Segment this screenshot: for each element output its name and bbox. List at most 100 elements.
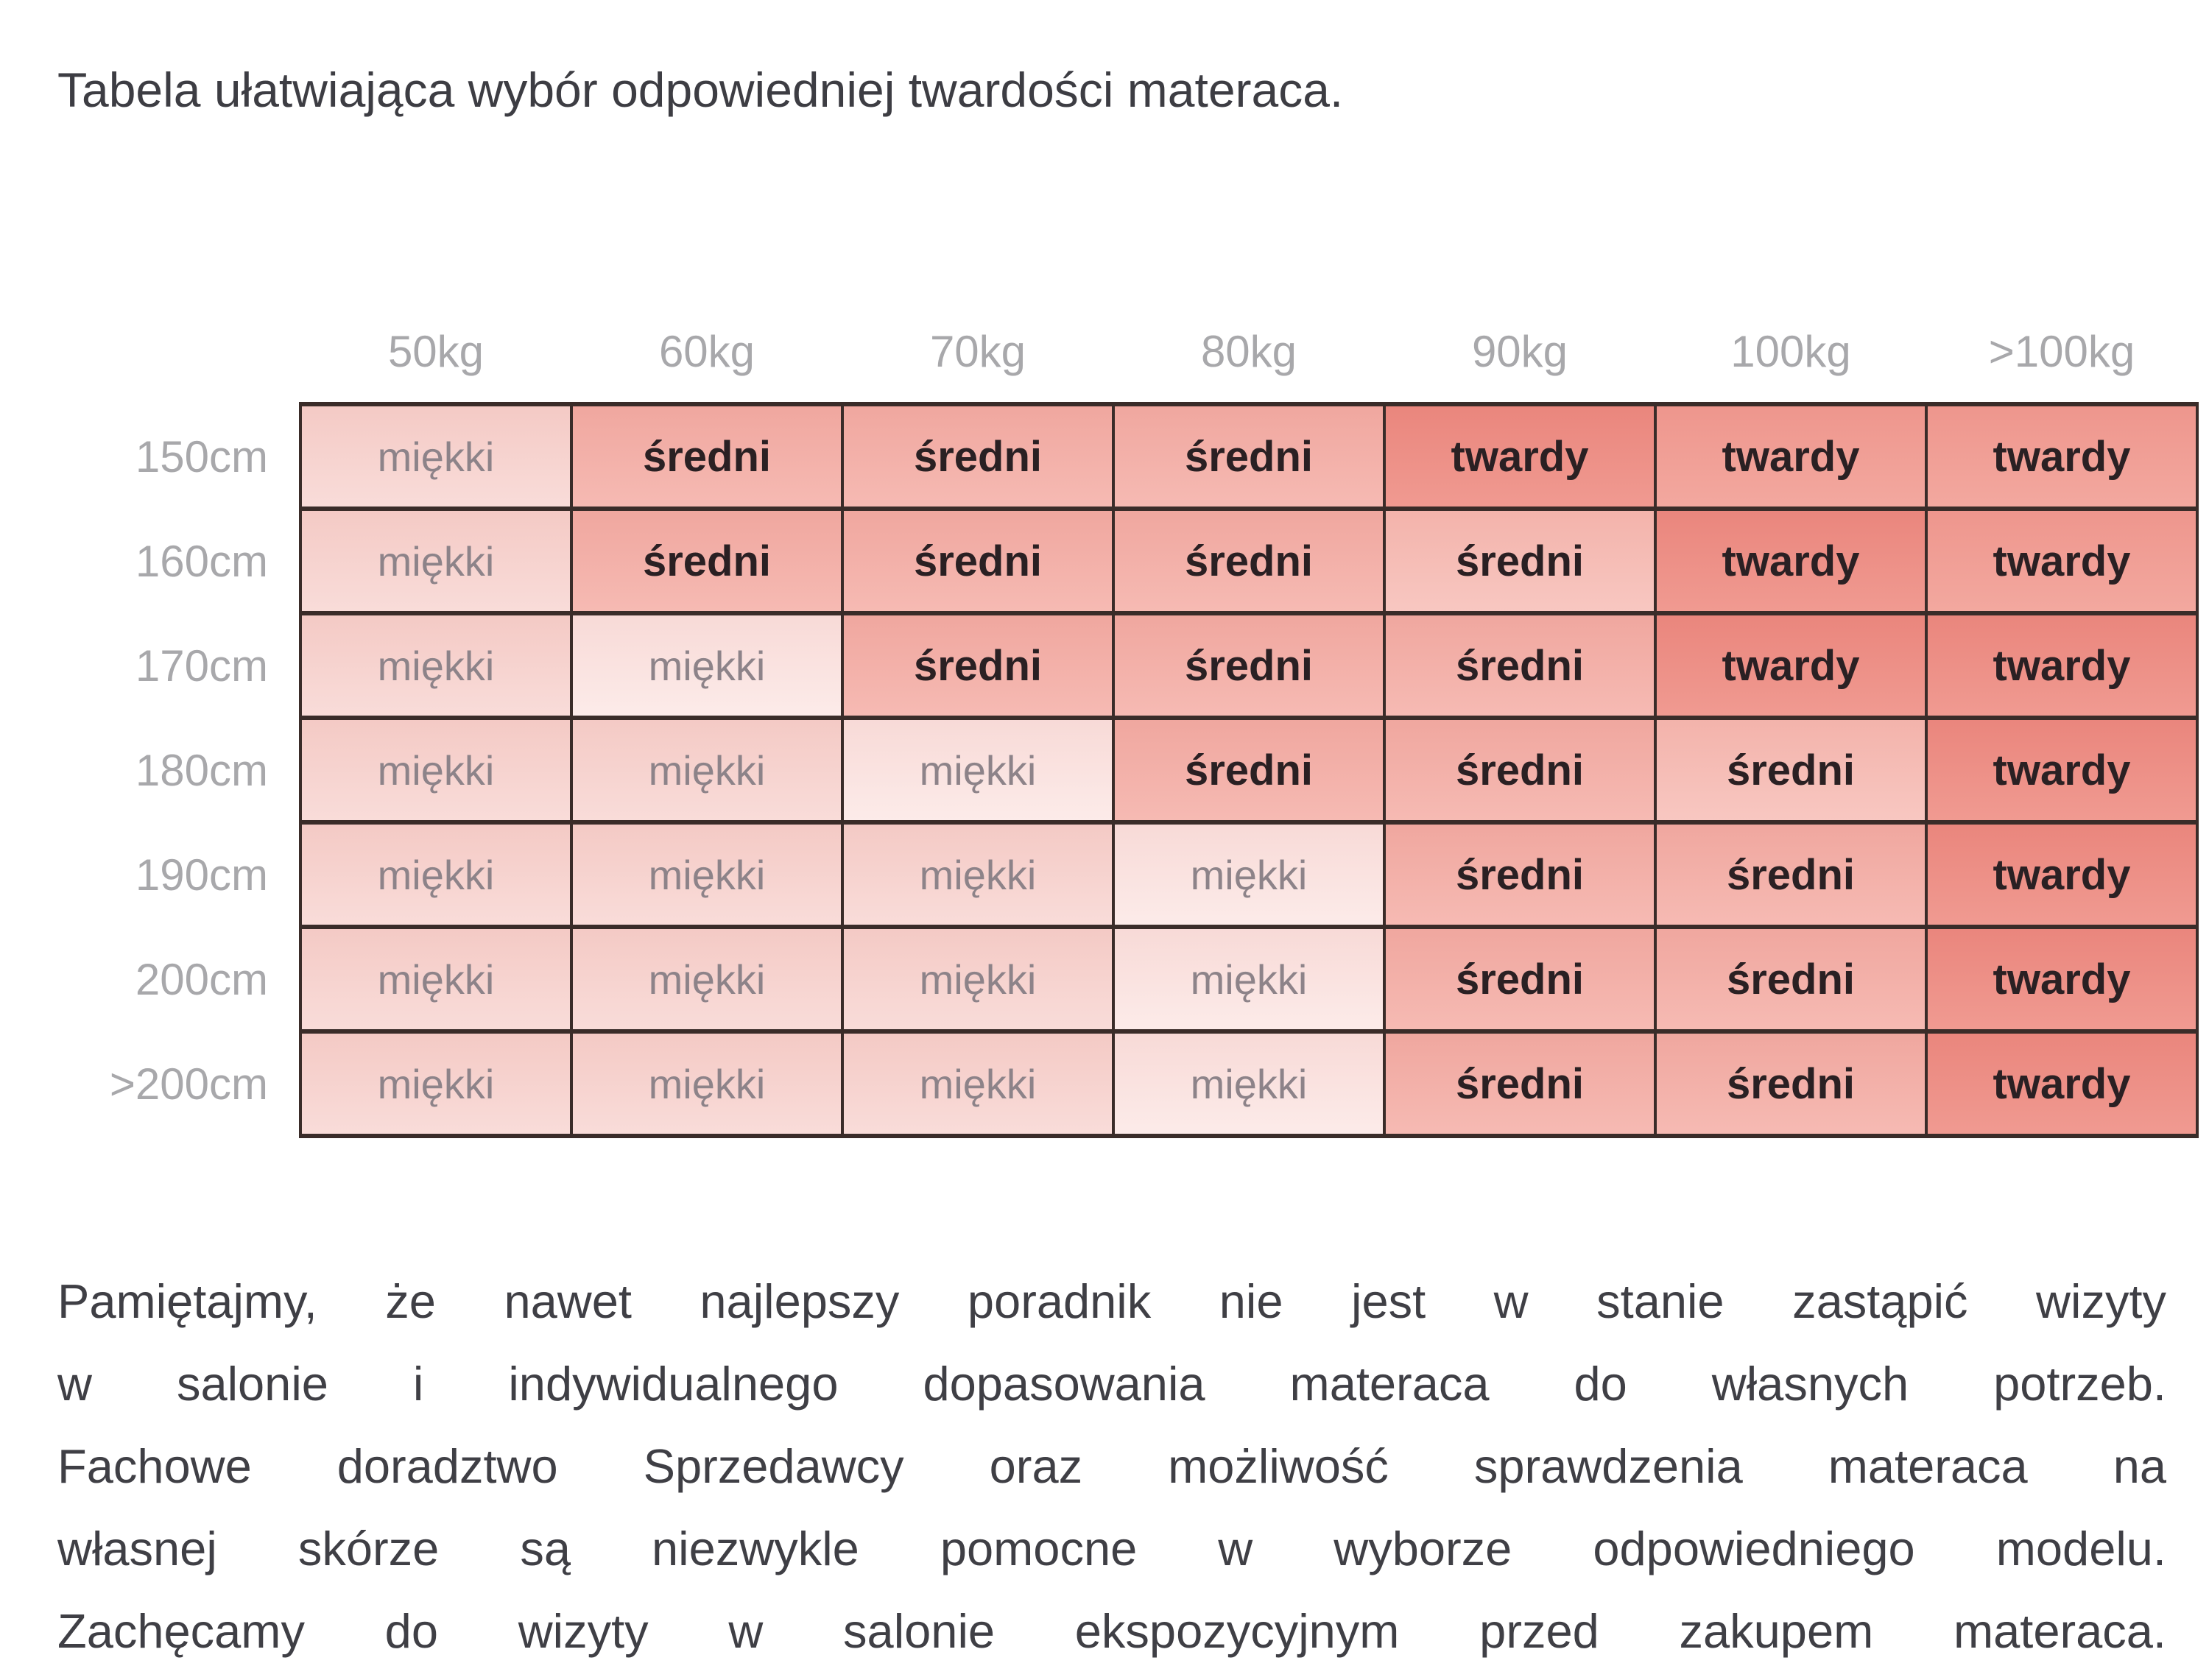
weight-header: 50kg [300,247,571,404]
firmness-cell: twardy [1654,507,1928,615]
firmness-value: średni [1455,850,1585,899]
firmness-value: twardy [1993,432,2131,481]
firmness-cell: miękki [841,925,1115,1034]
table-row: 200cm miękki miękki miękki miękki średni średn… [57,925,2199,1034]
firmness-table-body: 150cm miękki średni średni średni twardy tward… [57,402,2199,1138]
firmness-cell: twardy [1925,1029,2199,1138]
weight-header: 80kg [1113,247,1384,404]
firmness-value: miękki [377,956,495,1003]
firmness-value: miękki [1190,851,1308,898]
firmness-cell: średni [1654,716,1928,825]
table-row: 170cm miękki miękki średni średni średni tward… [57,611,2199,720]
firmness-cell: miękki [1112,925,1386,1034]
firmness-cell: średni [841,402,1115,511]
firmness-value: miękki [377,1060,495,1107]
firmness-cell: średni [1383,611,1657,720]
firmness-value: średni [1184,432,1314,481]
firmness-value: twardy [1993,1059,2131,1108]
firmness-cell: twardy [1383,402,1657,511]
firmness-cell: średni [1654,925,1928,1034]
firmness-value: średni [913,432,1043,481]
firmness-value: średni [1726,955,1856,1003]
height-row-label: >200cm [57,1031,300,1136]
firmness-value: średni [1455,641,1585,690]
firmness-cell: średni [1383,925,1657,1034]
mattress-firmness-table: 50kg 60kg 70kg 80kg 90kg 100kg >100kg 150cm mię… [57,247,2199,1138]
height-row-label: 190cm [57,822,300,927]
firmness-cell: średni [570,402,844,511]
firmness-value: miękki [919,747,1037,794]
firmness-value: miękki [648,1060,766,1107]
firmness-cell: średni [1112,402,1386,511]
height-row-label: 180cm [57,718,300,822]
firmness-cell: twardy [1925,925,2199,1034]
firmness-cell: twardy [1925,402,2199,511]
firmness-value: miękki [1190,956,1308,1003]
weight-header: 100kg [1655,247,1926,404]
page-title: Tabela ułatwiająca wybór odpowiedniej tw… [57,63,1344,117]
firmness-value: średni [1455,746,1585,794]
firmness-value: miękki [377,851,495,898]
table-row: 150cm miękki średni średni średni twardy tward… [57,402,2199,511]
firmness-value: miękki [648,642,766,689]
firmness-cell: miękki [570,611,844,720]
firmness-cell: średni [841,507,1115,615]
firmness-cell: miękki [299,716,573,825]
height-row-label: 160cm [57,509,300,613]
firmness-value: miękki [377,747,495,794]
firmness-value: miękki [648,851,766,898]
table-row: 190cm miękki miękki miękki miękki średni średn… [57,820,2199,929]
firmness-value: twardy [1451,432,1589,481]
firmness-cell: miękki [841,716,1115,825]
firmness-cell: twardy [1925,820,2199,929]
firmness-cell: średni [1383,507,1657,615]
firmness-value: średni [642,432,772,481]
table-row: >200cm miękki miękki miękki miękki średni śred… [57,1029,2199,1138]
firmness-cell: średni [1112,611,1386,720]
firmness-cell: miękki [570,716,844,825]
firmness-value: średni [913,641,1043,690]
paragraph-line: własnej skórze są niezwykle pomocne w wy… [57,1522,2166,1575]
corner-cell [57,247,300,404]
paragraph-line: w salonie i indywidualnego dopasowania m… [57,1357,2166,1411]
firmness-cell: twardy [1925,507,2199,615]
firmness-cell: średni [1383,820,1657,929]
footer-paragraph: Pamiętajmy, że nawet najlepszy poradnik … [57,1260,2166,1673]
firmness-cell: twardy [1925,716,2199,825]
firmness-cell: średni [1654,820,1928,929]
firmness-value: miękki [648,747,766,794]
firmness-value: średni [1184,746,1314,794]
firmness-value: średni [1455,955,1585,1003]
firmness-value: miękki [919,851,1037,898]
firmness-cell: miękki [299,925,573,1034]
firmness-cell: miękki [299,402,573,511]
firmness-value: twardy [1993,746,2131,794]
firmness-value: średni [642,537,772,585]
firmness-cell: średni [1112,507,1386,615]
firmness-value: twardy [1993,955,2131,1003]
paragraph-line: Pamiętajmy, że nawet najlepszy poradnik … [57,1274,2166,1328]
firmness-value: twardy [1993,537,2131,585]
firmness-value: średni [1455,1059,1585,1108]
firmness-value: średni [913,537,1043,585]
firmness-value: miękki [648,956,766,1003]
height-row-label: 150cm [57,404,300,509]
firmness-cell: średni [841,611,1115,720]
firmness-cell: miękki [1112,1029,1386,1138]
firmness-cell: twardy [1654,611,1928,720]
weight-header: 90kg [1384,247,1655,404]
firmness-value: twardy [1722,641,1860,690]
firmness-cell: miękki [299,1029,573,1138]
firmness-value: średni [1455,537,1585,585]
firmness-cell: średni [1383,716,1657,825]
height-row-label: 200cm [57,927,300,1031]
firmness-value: miękki [377,537,495,585]
firmness-cell: średni [1654,1029,1928,1138]
firmness-value: miękki [377,433,495,480]
firmness-cell: średni [1112,716,1386,825]
firmness-cell: średni [570,507,844,615]
paragraph-line: Fachowe doradztwo Sprzedawcy oraz możliw… [57,1439,2166,1493]
firmness-value: twardy [1993,850,2131,899]
firmness-value: miękki [919,956,1037,1003]
